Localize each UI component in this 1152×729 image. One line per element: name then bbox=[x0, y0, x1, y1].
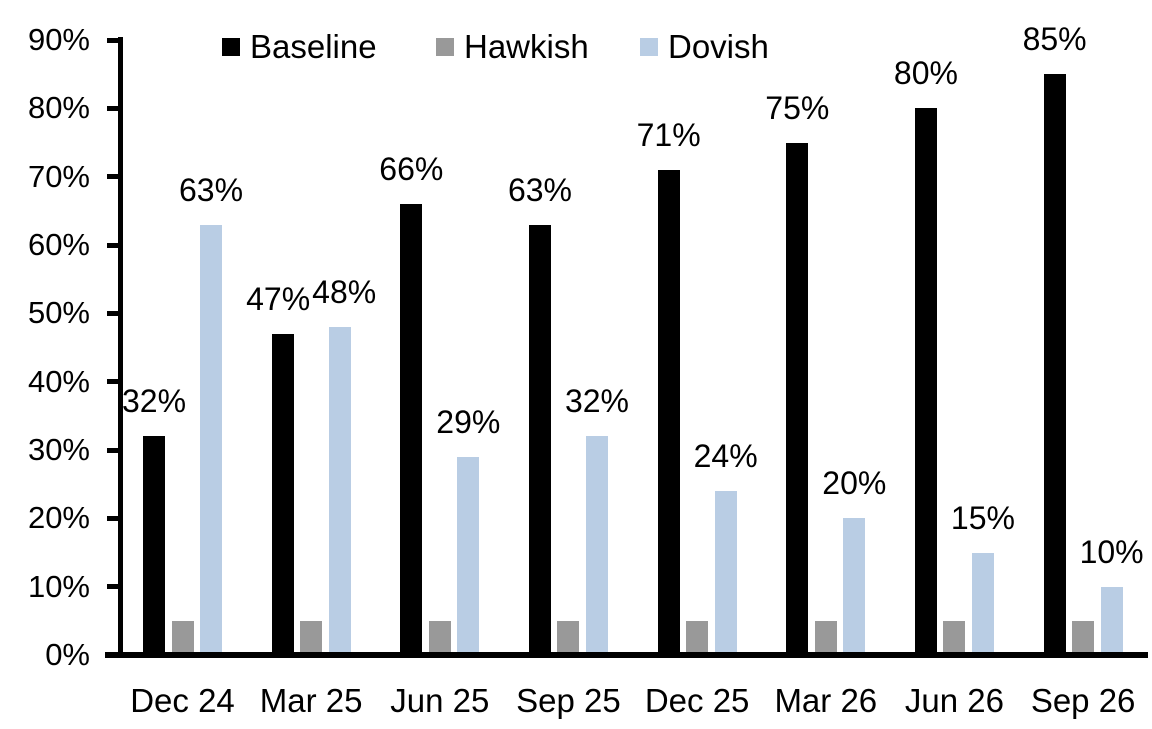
data-label-dovish-dec-24: 63% bbox=[178, 171, 244, 208]
data-label-baseline-jun-25: 66% bbox=[379, 151, 444, 187]
data-label-baseline-mar-26: 75% bbox=[765, 89, 830, 126]
bar-hawkish-jun-26 bbox=[943, 620, 966, 658]
bar-hawkish-sep-26 bbox=[1072, 620, 1095, 658]
y-axis-tick-label: 10% bbox=[27, 568, 90, 604]
x-axis-label-dec-25: Dec 25 bbox=[644, 682, 750, 719]
y-axis-tick-label: 70% bbox=[27, 158, 90, 194]
y-axis-tick bbox=[107, 447, 123, 453]
legend-swatch-hawkish-icon bbox=[436, 38, 454, 56]
y-axis-tick bbox=[107, 584, 123, 590]
y-axis-tick bbox=[107, 105, 123, 111]
x-axis-label-jun-26: Jun 26 bbox=[904, 682, 1004, 719]
x-axis-label-sep-26: Sep 26 bbox=[1030, 682, 1136, 719]
x-axis-label-dec-24: Dec 24 bbox=[130, 682, 235, 719]
legend-item-dovish: Dovish bbox=[640, 28, 769, 66]
data-label-baseline-jun-26: 80% bbox=[893, 55, 958, 92]
bar-hawkish-sep-25 bbox=[557, 620, 580, 658]
y-axis-tick-label: 60% bbox=[27, 227, 90, 262]
bar-hawkish-dec-24 bbox=[171, 620, 194, 658]
bar-dovish-dec-24 bbox=[200, 224, 222, 658]
data-label-dovish-mar-26: 20% bbox=[822, 465, 887, 502]
legend-label-hawkish: Hawkish bbox=[464, 28, 589, 65]
y-axis-tick-label: 40% bbox=[27, 363, 90, 399]
bar-dovish-mar-25 bbox=[328, 327, 351, 658]
bar-baseline-sep-25 bbox=[528, 224, 551, 658]
legend-item-baseline: Baseline bbox=[222, 28, 377, 66]
x-axis-label-mar-26: Mar 26 bbox=[774, 682, 878, 719]
legend-swatch-baseline-icon bbox=[222, 38, 240, 56]
data-label-dovish-mar-25: 48% bbox=[312, 274, 377, 310]
data-label-baseline-sep-25: 63% bbox=[507, 171, 572, 208]
bar-dovish-sep-25 bbox=[585, 436, 608, 658]
legend-item-hawkish: Hawkish bbox=[436, 28, 589, 66]
y-axis-tick bbox=[107, 515, 123, 521]
y-axis-tick-label: 30% bbox=[27, 432, 90, 467]
y-axis-tick bbox=[107, 310, 123, 316]
y-axis-tick bbox=[107, 242, 123, 248]
bar-dovish-mar-26 bbox=[843, 518, 866, 658]
x-axis-label-jun-25: Jun 25 bbox=[390, 682, 490, 719]
data-label-dovish-jun-25: 29% bbox=[436, 403, 501, 440]
bar-dovish-jun-26 bbox=[971, 552, 994, 658]
data-label-dovish-dec-25: 24% bbox=[693, 438, 758, 474]
y-axis-tick bbox=[107, 379, 123, 385]
y-axis-tick bbox=[107, 174, 123, 180]
data-label-baseline-dec-25: 71% bbox=[636, 116, 701, 153]
bar-baseline-mar-25 bbox=[271, 333, 294, 658]
legend-label-dovish: Dovish bbox=[668, 28, 769, 65]
y-axis-tick bbox=[107, 37, 123, 43]
bar-hawkish-mar-25 bbox=[300, 620, 323, 658]
bar-baseline-mar-26 bbox=[786, 142, 809, 658]
y-axis-tick-label: 90% bbox=[27, 22, 90, 57]
bar-dovish-jun-25 bbox=[457, 456, 480, 658]
y-axis-tick-label: 0% bbox=[45, 637, 90, 672]
data-label-dovish-sep-25: 32% bbox=[564, 383, 629, 420]
data-label-dovish-sep-26: 10% bbox=[1079, 533, 1144, 570]
bar-hawkish-dec-25 bbox=[686, 620, 709, 658]
data-label-dovish-jun-26: 15% bbox=[950, 499, 1015, 536]
data-label-baseline-sep-26: 85% bbox=[1022, 21, 1087, 58]
y-axis-tick-label: 20% bbox=[27, 500, 90, 536]
bar-baseline-dec-24 bbox=[143, 436, 165, 658]
bar-dovish-sep-26 bbox=[1100, 586, 1123, 658]
y-axis-tick-label: 50% bbox=[27, 295, 90, 331]
bar-dovish-dec-25 bbox=[714, 491, 737, 658]
y-axis-line bbox=[118, 37, 123, 658]
legend-label-baseline: Baseline bbox=[250, 28, 377, 65]
x-axis-line bbox=[105, 652, 1148, 658]
bar-baseline-jun-25 bbox=[400, 204, 423, 658]
bar-baseline-sep-26 bbox=[1043, 74, 1066, 658]
x-axis-label-sep-25: Sep 25 bbox=[516, 682, 621, 719]
bar-baseline-dec-25 bbox=[657, 169, 680, 658]
x-axis-label-mar-25: Mar 25 bbox=[259, 682, 363, 719]
bar-hawkish-mar-26 bbox=[814, 620, 837, 658]
bar-hawkish-jun-25 bbox=[428, 620, 451, 658]
y-axis-tick-label: 80% bbox=[27, 90, 90, 126]
bar-baseline-jun-26 bbox=[914, 108, 937, 658]
data-label-baseline-mar-25: 47% bbox=[246, 280, 311, 317]
data-label-baseline-dec-24: 32% bbox=[121, 383, 187, 420]
legend-swatch-dovish-icon bbox=[640, 38, 658, 56]
